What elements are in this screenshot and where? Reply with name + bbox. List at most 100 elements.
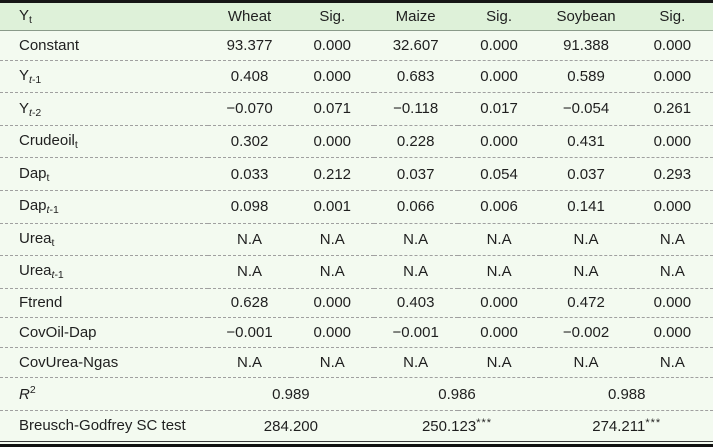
coefficient-cell: −0.118 xyxy=(373,92,458,126)
coefficient-cell: N.A xyxy=(540,347,632,378)
row-label: Ureat-1 xyxy=(0,255,209,289)
coefficient-cell: N.A xyxy=(631,222,713,256)
coefficient-cell: N.A xyxy=(373,222,458,256)
header-col-wheat: Wheat xyxy=(208,3,291,31)
table-row: Dapt 0.033 0.212 0.037 0.054 0.037 0.293 xyxy=(0,157,713,191)
coefficient-cell: N.A xyxy=(631,255,713,289)
coefficient-cell: 0.212 xyxy=(290,157,374,191)
header-col-sig-3: Sig. xyxy=(631,3,713,31)
row-label-base: Dap xyxy=(19,164,47,182)
coefficient-cell: 0.628 xyxy=(208,287,291,318)
coefficient-cell: 0.403 xyxy=(373,287,458,318)
statistic-cell: 274.211*** xyxy=(540,409,713,442)
header-label-base: Y xyxy=(19,6,30,24)
row-label-sub: -1 xyxy=(54,269,64,282)
coefficient-cell: 0.000 xyxy=(290,59,374,93)
significance-stars: *** xyxy=(476,416,493,429)
table-header: Yt Wheat Sig. Maize Sig. Soybean Sig. xyxy=(0,3,713,31)
table-row: Constant 93.377 0.000 32.607 0.000 91.388 0.00… xyxy=(0,31,713,61)
row-label-sub: t xyxy=(46,171,50,184)
table-row: R2 0.989 0.986 0.988 xyxy=(0,376,713,411)
coefficient-cell: 0.000 xyxy=(290,317,374,348)
table-body: Constant 93.377 0.000 32.607 0.000 91.388 0.00… xyxy=(0,31,713,442)
coefficient-cell: 0.261 xyxy=(631,92,713,126)
coefficient-cell: −0.002 xyxy=(540,317,632,348)
row-label: Yt-1 xyxy=(0,59,209,93)
coefficient-cell: 0.293 xyxy=(631,157,713,191)
coefficient-cell: 0.589 xyxy=(540,59,632,93)
table-row: Ureat N.A N.A N.A N.A N.A N.A xyxy=(0,222,713,256)
coefficient-cell: 0.033 xyxy=(208,157,291,191)
row-label-base: Constant xyxy=(19,36,80,54)
coefficient-cell: 0.017 xyxy=(457,92,541,126)
row-label-sub-italic: t xyxy=(51,269,55,282)
row-label-sub: t xyxy=(74,139,78,152)
coefficient-cell: N.A xyxy=(457,222,541,256)
row-label-base: Urea xyxy=(19,229,52,247)
coefficient-cell: N.A xyxy=(290,255,374,289)
row-label-sub: -1 xyxy=(49,204,59,217)
coefficient-cell: 0.408 xyxy=(208,59,291,93)
row-label: Crudeoilt xyxy=(0,124,209,158)
statistic-value: 0.989 xyxy=(272,385,310,403)
statistic-cell: 0.989 xyxy=(208,376,374,411)
row-label: Breusch-Godfrey SC test xyxy=(0,409,209,442)
coefficient-cell: 0.000 xyxy=(457,59,541,93)
coefficient-cell: N.A xyxy=(457,255,541,289)
coefficient-cell: N.A xyxy=(631,347,713,378)
row-label-base: R xyxy=(19,386,30,404)
row-label: Yt-2 xyxy=(0,92,209,126)
coefficient-cell: 0.037 xyxy=(373,157,458,191)
row-label-base: Y xyxy=(19,66,30,84)
header-col-sig-2: Sig. xyxy=(457,3,541,31)
statistic-cell: 0.988 xyxy=(540,376,713,411)
coefficient-cell: −0.070 xyxy=(208,92,291,126)
row-label-sub: t xyxy=(51,236,55,249)
significance-stars: *** xyxy=(645,416,662,429)
row-label: Dapt xyxy=(0,157,209,191)
coefficient-cell: 93.377 xyxy=(226,36,273,54)
coefficient-cell: 0.000 xyxy=(631,124,713,158)
coefficient-cell: 0.000 xyxy=(290,124,374,158)
coefficient-cell: 0.037 xyxy=(540,157,632,191)
statistic-value: 284.200 xyxy=(263,417,318,435)
coefficient-cell: N.A xyxy=(540,255,632,289)
coefficient-cell: 0.472 xyxy=(540,287,632,318)
statistic-value: 250.123 xyxy=(421,417,477,435)
statistic-cell: 250.123*** xyxy=(373,409,541,442)
row-label: Dapt-1 xyxy=(0,190,209,224)
row-label-base: Breusch-Godfrey SC test xyxy=(19,417,186,435)
statistic-value: 0.988 xyxy=(607,385,646,403)
results-table: Yt Wheat Sig. Maize Sig. Soybean Sig. Co… xyxy=(0,3,713,442)
row-label-base: CovOil-Dap xyxy=(19,324,97,342)
row-label-base: Y xyxy=(19,99,30,117)
row-label-sub: -2 xyxy=(31,106,42,119)
row-label-sub-italic: t xyxy=(29,73,32,86)
coefficient-cell: 0.001 xyxy=(290,190,374,224)
coefficient-cell: 0.000 xyxy=(313,36,352,54)
row-label: CovOil-Dap xyxy=(0,317,209,348)
statistic-cell: 284.200 xyxy=(208,409,374,442)
row-label-sub: -1 xyxy=(31,73,42,86)
coefficient-cell: N.A xyxy=(208,222,291,256)
header-label-sub: t xyxy=(29,13,32,26)
coefficient-cell: N.A xyxy=(373,347,458,378)
coefficient-cell: 0.000 xyxy=(631,59,713,93)
coefficient-cell: 0.000 xyxy=(457,317,541,348)
header-col-sig-1: Sig. xyxy=(290,3,374,31)
coefficient-cell: N.A xyxy=(290,347,374,378)
coefficient-cell: 91.388 xyxy=(563,36,609,54)
header-dependent-variable: Yt xyxy=(0,3,209,31)
coefficient-cell: 0.302 xyxy=(208,124,291,158)
header-row: Yt Wheat Sig. Maize Sig. Soybean Sig. xyxy=(0,3,713,31)
coefficient-cell: 0.000 xyxy=(631,317,713,348)
coefficient-cell: 0.006 xyxy=(457,190,541,224)
statistic-cell: 0.986 xyxy=(373,376,541,411)
row-label-base: Urea xyxy=(19,262,52,280)
row-label: Constant xyxy=(0,31,208,61)
coefficient-cell: 0.066 xyxy=(373,190,458,224)
coefficient-cell: N.A xyxy=(208,347,291,378)
row-label-sub-italic: t xyxy=(29,106,32,119)
header-col-maize: Maize xyxy=(373,3,458,31)
coefficient-cell: 0.228 xyxy=(373,124,458,158)
